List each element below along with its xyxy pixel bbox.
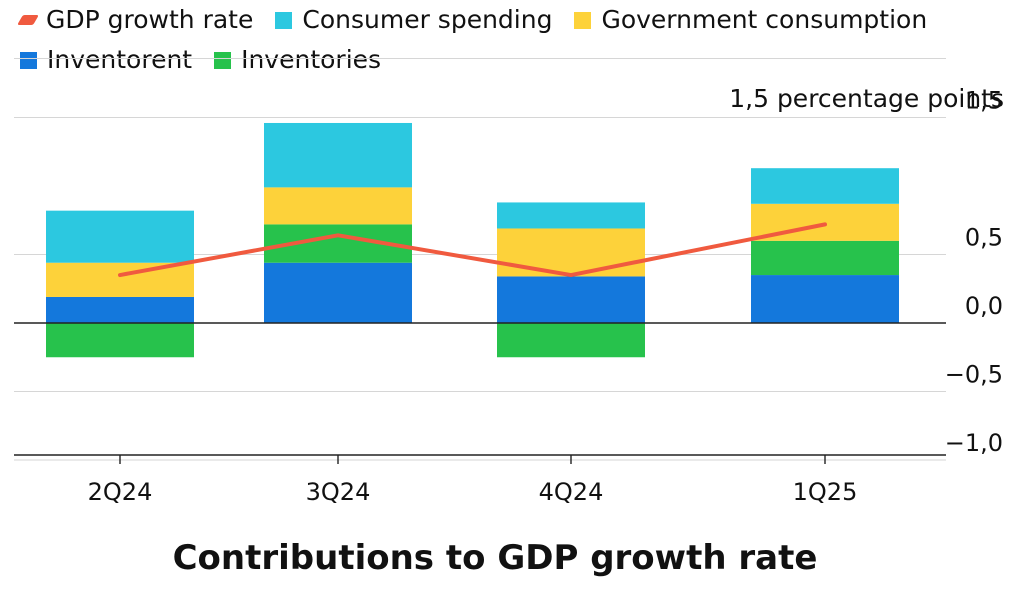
legend-item-inventorent: Inventorent [20, 44, 192, 76]
y-tick-label: −0,5 [945, 361, 1003, 389]
y-tick-label: 0,5 [965, 224, 1003, 252]
bar-segment [497, 202, 645, 229]
legend-label: Inventories [241, 45, 382, 74]
bar-segment [46, 262, 194, 297]
gdp-growth-line [118, 222, 827, 278]
chart-plot: 1,5 0,5 0,0 −0,5 −1,0 2Q24 3Q24 4Q24 1Q25 [14, 58, 1003, 506]
y-tick-label: 1,5 [965, 87, 1003, 115]
legend-swatch-government-consumption [574, 11, 592, 29]
bar-segment [264, 262, 412, 323]
y-tick-label: −1,0 [945, 429, 1003, 457]
legend-row: Inventorent Inventories [20, 40, 1020, 80]
legend: GDP growth rate Consumer spending Govern… [17, 0, 1020, 80]
x-tick-label: 4Q24 [539, 478, 604, 506]
bar-segment [497, 228, 645, 277]
legend-item-consumer-spending: Consumer spending [275, 4, 552, 36]
bar-segment [751, 168, 899, 204]
legend-swatch-consumer-spending [275, 11, 293, 29]
bar-segment [46, 296, 194, 323]
legend-label: Inventorent [47, 45, 193, 74]
legend-row: GDP growth rate Consumer spending Govern… [17, 0, 1020, 40]
bar-segment [46, 210, 194, 263]
legend-label: Consumer spending [302, 5, 553, 34]
bar-segment [497, 276, 645, 323]
bar-segment [264, 187, 412, 225]
unit-label: 1,5 percentage points [729, 84, 1004, 113]
y-tick-label: 0,0 [965, 292, 1003, 320]
legend-label: Government consumption [601, 5, 928, 34]
legend-item-inventories: Inventories [214, 44, 381, 76]
legend-swatch-inventories [214, 51, 232, 69]
legend-swatch-inventorent [20, 51, 37, 69]
x-tick-label: 3Q24 [306, 478, 371, 506]
bar-segment [264, 122, 412, 188]
bar-segment [751, 240, 899, 276]
x-tick-label: 1Q25 [793, 478, 858, 506]
bar-segment [497, 323, 645, 358]
x-tick-label: 2Q24 [88, 478, 153, 506]
bar-segment [751, 275, 899, 323]
bar-segment [46, 323, 194, 358]
legend-label: GDP growth rate [46, 5, 254, 34]
chart-title: Contributions to GDP growth rate [172, 538, 818, 578]
legend-item-government-consumption: Government consumption [574, 4, 927, 36]
legend-item-gdp-growth-rate: GDP growth rate [17, 4, 254, 36]
